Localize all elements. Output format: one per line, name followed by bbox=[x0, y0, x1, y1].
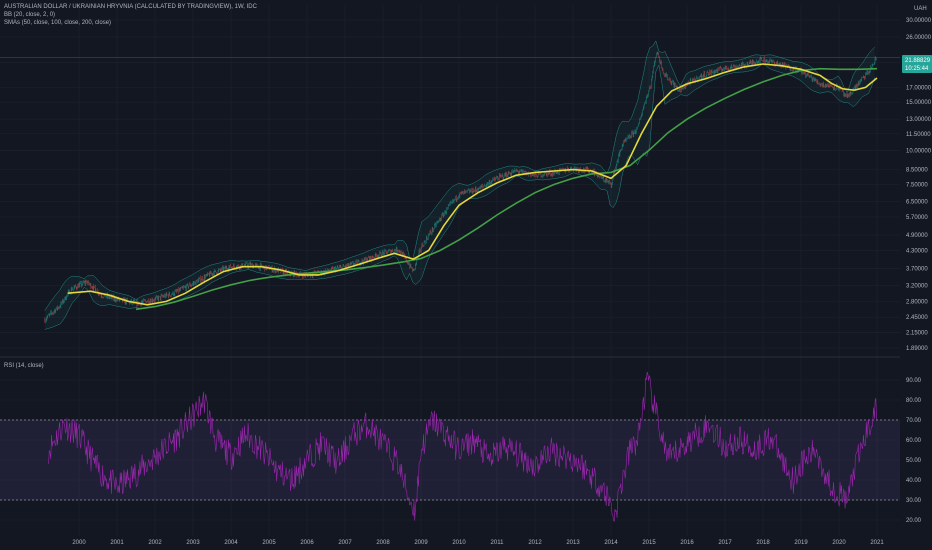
time-tick-label: 2005 bbox=[262, 540, 276, 546]
rsi-pane[interactable] bbox=[0, 371, 900, 523]
rsi-tick-label: 80.00 bbox=[906, 398, 922, 404]
time-tick-label: 2018 bbox=[756, 540, 770, 546]
last-price-tag-bg bbox=[902, 55, 932, 73]
time-tick-label: 2004 bbox=[224, 540, 238, 546]
time-tick-label: 2000 bbox=[72, 540, 86, 546]
price-tick-label: 26.00000 bbox=[906, 35, 932, 41]
rsi-band-fill bbox=[0, 420, 900, 500]
currency-label: UAH bbox=[914, 6, 927, 12]
last-price-value: 21.88829 bbox=[905, 58, 931, 64]
time-tick-label: 2016 bbox=[680, 540, 694, 546]
time-tick-label: 2021 bbox=[870, 540, 884, 546]
time-tick-label: 2012 bbox=[528, 540, 542, 546]
time-tick-label: 2010 bbox=[452, 540, 466, 546]
time-tick-label: 2019 bbox=[794, 540, 808, 546]
time-tick-label: 2014 bbox=[604, 540, 618, 546]
rsi-legend[interactable]: RSI (14, close) bbox=[4, 362, 44, 370]
bollinger-lower-line bbox=[44, 64, 875, 330]
price-tick-label: 6.50000 bbox=[906, 199, 928, 205]
price-tick-label: 2.15000 bbox=[906, 331, 928, 337]
symbol-title[interactable]: AUSTRALIAN DOLLAR / UKRAINIAN HRYVNIA (C… bbox=[4, 4, 257, 10]
rsi-tick-label: 20.00 bbox=[906, 518, 922, 524]
bb-indicator-label[interactable]: BB (20, close, 2, 0) bbox=[4, 12, 56, 18]
price-tick-label: 10.00000 bbox=[906, 148, 932, 154]
time-tick-label: 2011 bbox=[491, 540, 505, 546]
rsi-tick-label: 50.00 bbox=[906, 458, 922, 464]
time-tick-label: 2020 bbox=[832, 540, 846, 546]
time-tick-label: 2009 bbox=[414, 540, 428, 546]
rsi-tick-label: 90.00 bbox=[906, 378, 922, 384]
time-tick-label: 2013 bbox=[566, 540, 580, 546]
time-tick-label: 2001 bbox=[110, 540, 124, 546]
sma-100-line bbox=[67, 63, 878, 306]
price-tick-label: 11.50000 bbox=[906, 132, 931, 138]
bollinger-band-fill bbox=[44, 40, 875, 330]
price-tick-label: 4.30000 bbox=[906, 248, 928, 254]
price-axis[interactable]: 30.0000026.0000021.0000017.0000015.00000… bbox=[906, 18, 932, 352]
time-tick-label: 2017 bbox=[718, 540, 732, 546]
price-tick-label: 30.00000 bbox=[906, 18, 932, 24]
rsi-axis[interactable]: 90.00 80.00 70.00 60.00 50.00 40.00 30.00 20.00 bbox=[906, 378, 922, 524]
main-legend[interactable]: AUSTRALIAN DOLLAR / UKRAINIAN HRYVNIA (C… bbox=[4, 3, 257, 27]
last-price-tag: 21.88829 10:25:44 bbox=[902, 55, 932, 73]
time-tick-label: 2003 bbox=[186, 540, 200, 546]
price-tick-label: 3.70000 bbox=[906, 266, 928, 272]
rsi-tick-label: 70.00 bbox=[906, 418, 922, 424]
price-tick-label: 2.80000 bbox=[906, 299, 928, 305]
price-tick-label: 1.89000 bbox=[906, 346, 928, 352]
rsi-indicator-label[interactable]: RSI (14, close) bbox=[4, 363, 44, 369]
rsi-tick-label: 40.00 bbox=[906, 478, 922, 484]
bollinger-upper-line bbox=[44, 40, 875, 311]
price-tick-label: 3.20000 bbox=[906, 284, 928, 290]
price-tick-label: 4.90000 bbox=[906, 233, 928, 239]
time-tick-label: 2008 bbox=[376, 540, 390, 546]
price-tick-label: 5.70000 bbox=[906, 215, 928, 221]
time-tick-label: 2006 bbox=[300, 540, 314, 546]
price-tick-label: 7.50000 bbox=[906, 182, 928, 188]
sma-indicator-label[interactable]: SMAs (50, close, 100, close, 200, close) bbox=[4, 20, 112, 26]
price-tick-label: 2.45000 bbox=[906, 315, 928, 321]
rsi-line bbox=[48, 371, 877, 523]
rsi-tick-label: 60.00 bbox=[906, 438, 922, 444]
time-tick-label: 2007 bbox=[338, 540, 352, 546]
time-tick-label: 2002 bbox=[148, 540, 162, 546]
time-axis[interactable]: 2000 2001 2002 2003 2004 2005 2006 2007 2008 2009… bbox=[72, 540, 884, 546]
price-tick-label: 8.50000 bbox=[906, 168, 928, 174]
main-pane[interactable] bbox=[0, 40, 900, 330]
price-tick-label: 15.00000 bbox=[906, 100, 932, 106]
time-tick-label: 2015 bbox=[642, 540, 656, 546]
price-tick-label: 13.00000 bbox=[906, 117, 932, 123]
bar-countdown: 10:25:44 bbox=[905, 66, 929, 72]
sma-200-line bbox=[135, 67, 878, 311]
rsi-tick-label: 30.00 bbox=[906, 498, 922, 504]
price-tick-label: 17.00000 bbox=[906, 85, 932, 91]
